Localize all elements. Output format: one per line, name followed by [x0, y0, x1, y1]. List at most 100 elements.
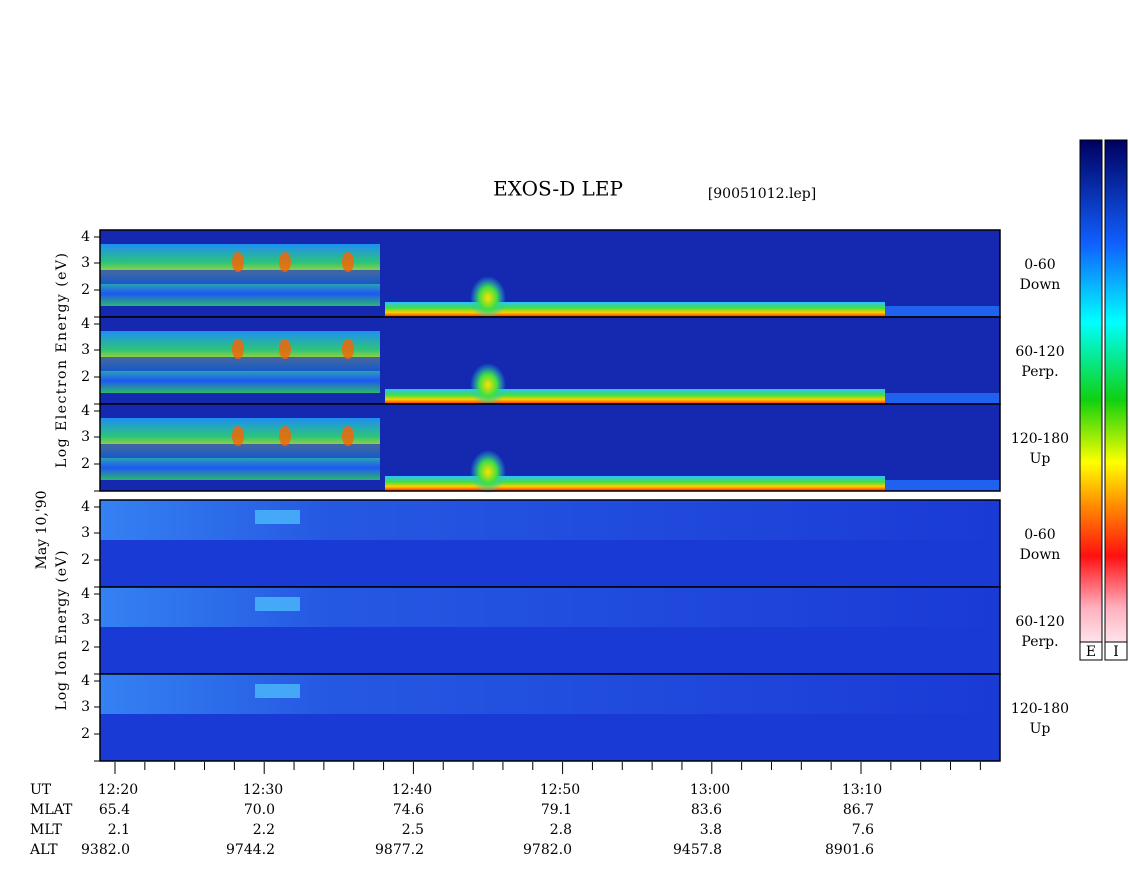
cell: 3.8 — [700, 822, 722, 838]
cell: 2.8 — [550, 822, 572, 838]
y-tick-label: 4 — [81, 403, 90, 419]
y-tick-label: 4 — [81, 499, 90, 515]
cell: 7.6 — [852, 822, 874, 838]
y-tick-label: 3 — [81, 342, 90, 358]
cell: 8901.6 — [825, 842, 874, 858]
y-axis-label: Log Electron Energy (eV) — [54, 253, 70, 468]
spectrogram — [385, 302, 885, 317]
spectrogram — [342, 252, 354, 272]
spectrogram — [385, 389, 885, 404]
spectrogram — [885, 480, 1000, 491]
cell: 74.6 — [393, 802, 424, 818]
y-tick-label: 2 — [81, 369, 90, 385]
panel-label: Down — [1020, 277, 1061, 293]
y-tick-label: 3 — [81, 525, 90, 541]
spectrogram — [342, 426, 354, 446]
panel-label: Up — [1030, 451, 1051, 467]
spectrogram — [100, 270, 380, 284]
cell: 2.5 — [402, 822, 424, 838]
spectrogram — [385, 476, 885, 491]
y-tick-label: 2 — [81, 456, 90, 472]
spectrogram — [885, 306, 1000, 317]
y-tick-label: 2 — [81, 726, 90, 742]
spectrogram — [885, 393, 1000, 404]
y-tick-label: 3 — [81, 255, 90, 271]
spectrogram — [232, 339, 244, 359]
colorbar-box — [1104, 641, 1128, 661]
cell: 9457.8 — [673, 842, 722, 858]
panel-label: Perp. — [1021, 364, 1058, 380]
panel-frame — [99, 673, 1001, 762]
cell: 2.1 — [108, 822, 130, 838]
cell: 12:50 — [540, 782, 580, 798]
y-tick-label: 4 — [81, 316, 90, 332]
spectrogram — [100, 444, 380, 458]
panel-label: 60-120 — [1015, 614, 1064, 630]
y-tick-label: 4 — [81, 586, 90, 602]
spectrogram — [255, 684, 300, 698]
spectrogram — [470, 363, 506, 407]
spectrogram — [100, 587, 1000, 627]
cell: 9877.2 — [375, 842, 424, 858]
date-label: May 10,'90 — [34, 491, 50, 570]
panel-frame — [99, 403, 1001, 492]
colorbar — [1079, 139, 1103, 661]
panel-label: 120-180 — [1011, 431, 1069, 447]
cell: 70.0 — [244, 802, 275, 818]
y-tick-label: 3 — [81, 429, 90, 445]
cell: 12:30 — [243, 782, 283, 798]
spectrogram — [100, 500, 1000, 540]
cell: 9382.0 — [81, 842, 130, 858]
y-tick-label: 4 — [81, 229, 90, 245]
cell: 65.4 — [99, 802, 130, 818]
spectrogram — [255, 510, 300, 524]
colorbars: E I — [1079, 139, 1128, 661]
cell: 9782.0 — [523, 842, 572, 858]
row-label: MLT — [30, 822, 62, 838]
cell: 13:00 — [690, 782, 730, 798]
spectrogram — [279, 426, 291, 446]
spectrogram — [342, 339, 354, 359]
cell: 83.6 — [691, 802, 722, 818]
title: EXOS-D LEP — [493, 177, 623, 201]
row-label: UT — [30, 782, 52, 798]
colorbar-label: E — [1086, 644, 1096, 660]
y-tick-label: 3 — [81, 699, 90, 715]
colorbar-label: I — [1113, 644, 1119, 660]
colorbar — [1104, 139, 1128, 661]
cell: 9744.2 — [226, 842, 275, 858]
y-tick-label: 2 — [81, 639, 90, 655]
spectrogram — [279, 339, 291, 359]
cell: 2.2 — [253, 822, 275, 838]
panel-label: Up — [1030, 721, 1051, 737]
spectrogram — [232, 426, 244, 446]
y-tick-label: 4 — [81, 673, 90, 689]
panel-label: 0-60 — [1024, 257, 1055, 273]
y-tick-label: 3 — [81, 612, 90, 628]
cell: 13:10 — [842, 782, 882, 798]
spectrogram — [100, 357, 380, 371]
cell: 86.7 — [843, 802, 874, 818]
panel-label: 60-120 — [1015, 344, 1064, 360]
spectrogram — [255, 597, 300, 611]
y-tick-label: 2 — [81, 282, 90, 298]
spectrogram — [470, 450, 506, 494]
y-tick-label: 2 — [81, 552, 90, 568]
cell: 12:20 — [98, 782, 138, 798]
spectrogram — [279, 252, 291, 272]
panel-label: Down — [1020, 547, 1061, 563]
panel-label: 120-180 — [1011, 701, 1069, 717]
file-name: [90051012.lep] — [708, 186, 816, 202]
cell: 79.1 — [541, 802, 572, 818]
row-label: ALT — [29, 842, 58, 858]
y-axis-label: Log Ion Energy (eV) — [54, 551, 70, 711]
row-label: MLAT — [30, 802, 73, 818]
spectrogram — [100, 674, 1000, 714]
spectrogram — [232, 252, 244, 272]
spectrogram — [470, 276, 506, 320]
colorbar-box — [1079, 641, 1103, 661]
panel-label: Perp. — [1021, 634, 1058, 650]
panel-label: 0-60 — [1024, 527, 1055, 543]
